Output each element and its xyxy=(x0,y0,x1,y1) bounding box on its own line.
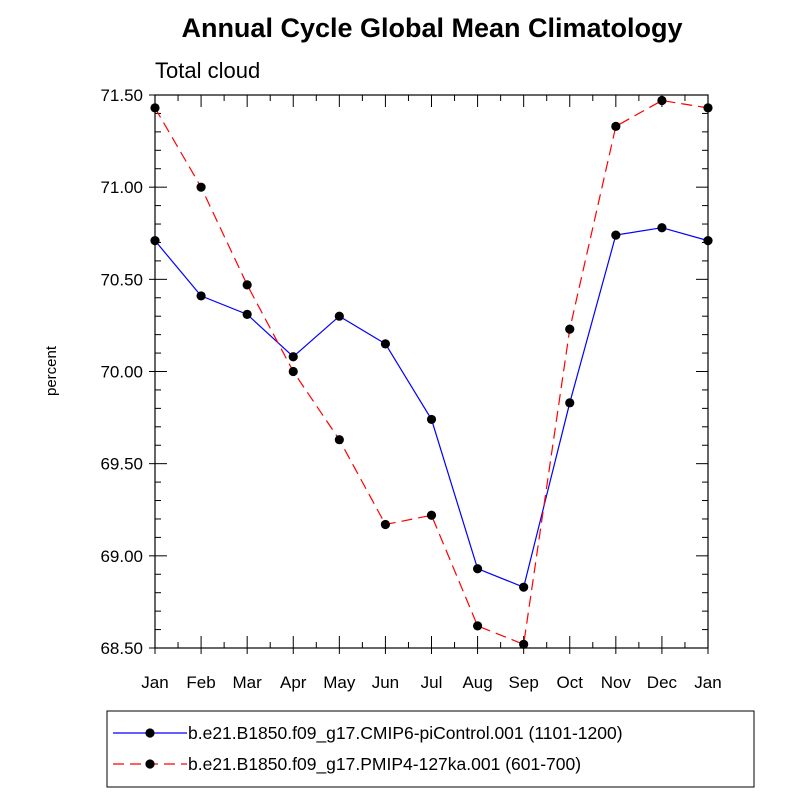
data-point-1 xyxy=(242,280,252,290)
legend-marker-1 xyxy=(145,759,155,769)
data-point-1 xyxy=(196,182,206,192)
y-tick-label: 71.00 xyxy=(100,178,143,197)
data-point-1 xyxy=(611,121,621,131)
x-tick-labels: Jan Feb Mar Apr May Jun Jul Aug Sep Oct Nov Dec Jan xyxy=(141,673,721,692)
data-point-1 xyxy=(288,366,298,377)
data-point-1 xyxy=(703,103,713,113)
x-tick-label: Jun xyxy=(372,673,399,692)
x-tick-label: May xyxy=(323,673,356,692)
legend: b.e21.B1850.f09_g17.CMIP6-piControl.001 … xyxy=(113,723,623,775)
y-tick-labels: 68.50 69.00 69.50 70.00 70.50 71.00 71.50 xyxy=(100,86,143,658)
x-tick-label: Jan xyxy=(694,673,721,692)
data-point-1 xyxy=(519,639,529,649)
legend-marker-0 xyxy=(145,728,155,738)
series-group xyxy=(150,95,713,649)
legend-label-0: b.e21.B1850.f09_g17.CMIP6-piControl.001 … xyxy=(188,723,623,744)
axis-ticks xyxy=(149,94,709,654)
data-point-1 xyxy=(334,435,344,445)
x-tick-label: Sep xyxy=(509,673,539,692)
y-tick-label: 69.00 xyxy=(100,547,143,566)
data-point-1 xyxy=(380,519,391,530)
x-tick-label: Jul xyxy=(421,673,443,692)
data-point-0 xyxy=(288,352,298,362)
y-tick-label: 71.50 xyxy=(100,86,143,105)
x-tick-label: Jan xyxy=(141,673,168,692)
data-point-0 xyxy=(380,339,391,349)
y-tick-label: 69.50 xyxy=(100,455,143,474)
y-axis-label: percent xyxy=(43,345,60,396)
y-tick-label: 70.00 xyxy=(100,363,143,382)
x-tick-label: Oct xyxy=(557,673,584,692)
data-point-0 xyxy=(196,291,206,301)
series-line-1 xyxy=(154,99,709,646)
data-point-0 xyxy=(334,311,344,321)
legend-box xyxy=(106,710,755,788)
legend-label-1: b.e21.B1850.f09_g17.PMIP4-127ka.001 (601… xyxy=(188,754,581,775)
data-point-1 xyxy=(565,324,575,334)
data-point-0 xyxy=(657,223,667,233)
data-point-0 xyxy=(703,236,713,246)
data-point-0 xyxy=(472,564,483,574)
plot-frame xyxy=(154,94,709,649)
data-point-0 xyxy=(565,398,575,408)
x-tick-label: Nov xyxy=(601,673,632,692)
x-tick-label: Dec xyxy=(647,673,678,692)
y-tick-label: 68.50 xyxy=(100,639,143,658)
data-point-0 xyxy=(519,582,529,592)
x-tick-label: Feb xyxy=(186,673,215,692)
x-tick-label: Apr xyxy=(280,673,307,692)
data-point-0 xyxy=(150,236,160,246)
data-point-0 xyxy=(242,309,252,319)
y-tick-label: 70.50 xyxy=(100,270,143,289)
data-point-0 xyxy=(611,230,621,240)
chart-subtitle: Total cloud xyxy=(155,58,260,83)
data-point-0 xyxy=(426,414,437,425)
data-point-1 xyxy=(150,103,160,113)
x-tick-label: Mar xyxy=(233,673,263,692)
x-tick-label: Aug xyxy=(462,673,492,692)
data-point-1 xyxy=(472,621,483,631)
data-point-1 xyxy=(657,95,667,106)
series-line-0 xyxy=(154,227,709,588)
data-point-1 xyxy=(426,510,437,520)
chart-title: Annual Cycle Global Mean Climatology xyxy=(181,13,682,43)
